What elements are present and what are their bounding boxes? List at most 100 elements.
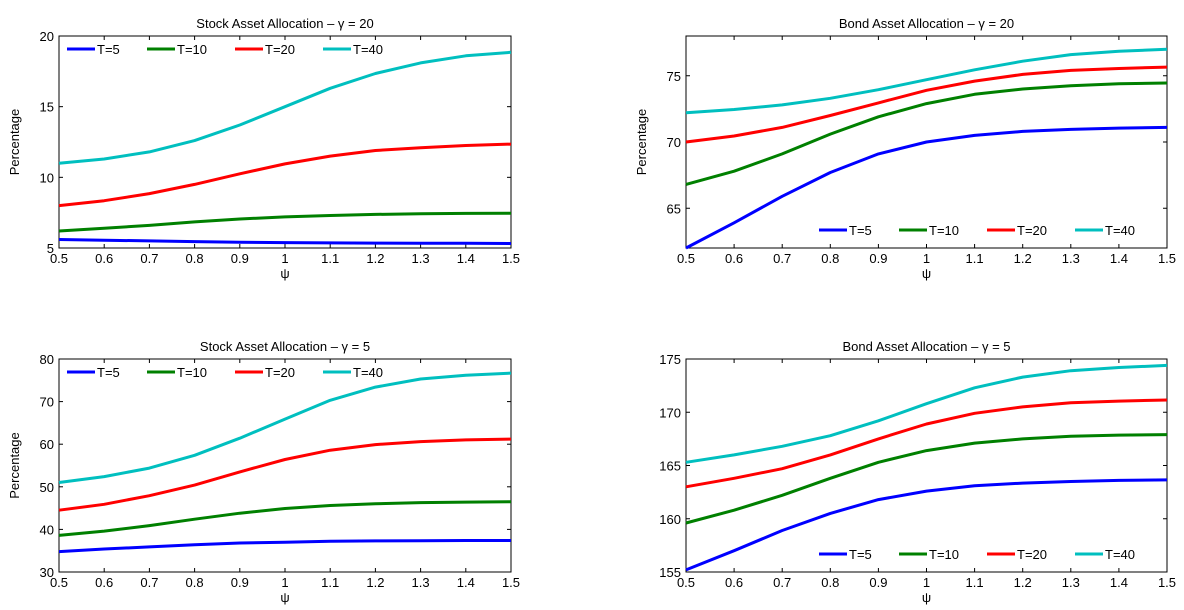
x-tick-label: 0.9 [869,251,887,266]
x-tick-label: 1.2 [1014,575,1032,590]
y-tick-label: 80 [40,352,54,367]
y-tick-label: 30 [40,565,54,580]
series-line-t5 [685,125,1168,250]
x-tick-label: 0.9 [869,575,887,590]
series-line-t40 [685,363,1168,464]
legend: T=5 T=10 T=20 T=40 [819,547,1135,562]
legend-label: T=10 [177,42,207,57]
y-tick-label: 70 [667,135,681,150]
legend-label: T=10 [177,365,207,380]
legend-label: T=40 [353,42,383,57]
legend-label: T=40 [1105,547,1135,562]
x-tick-label: 0.6 [95,575,113,590]
x-tick-label: 1.1 [966,575,984,590]
x-axis-label: ψ [280,266,289,281]
x-tick-label: 1 [923,575,930,590]
x-tick-label: 0.9 [231,251,249,266]
x-tick-label: 1 [281,575,288,590]
series-line-t5 [58,238,512,245]
x-tick-label: 1.1 [321,251,339,266]
chart-title: Stock Asset Allocation – γ = 20 [196,16,373,31]
y-tick-label: 5 [47,241,54,256]
y-axis-label: Percentage [7,432,22,499]
legend-label: T=10 [929,223,959,238]
legend-label: T=40 [1105,223,1135,238]
chart-panel-4: Bond Asset Allocation – γ = 5 0.5 0.6 0.7 0.… [659,339,1176,605]
y-axis-label: Percentage [634,109,649,176]
x-tick-label: 0.7 [140,575,158,590]
x-axis-label: ψ [922,590,931,605]
legend: T=5 T=10 T=20 T=40 [819,223,1135,238]
x-tick-label: 1.4 [457,575,475,590]
series-line-t10 [685,433,1168,525]
x-tick-label: 1.5 [502,575,520,590]
legend-label: T=5 [849,547,872,562]
series-line-t20 [685,65,1168,144]
y-tick-label: 40 [40,522,54,537]
x-tick-label: 0.6 [725,575,743,590]
x-tick-label: 0.9 [231,575,249,590]
legend-label: T=20 [1017,223,1047,238]
x-tick-label: 0.8 [821,575,839,590]
chart-title: Stock Asset Allocation – γ = 5 [200,339,370,354]
series-line-t5 [685,478,1168,572]
series-line-t20 [58,437,512,512]
legend: T=5 T=10 T=20 T=40 [67,365,383,380]
x-tick-label: 1.5 [502,251,520,266]
legend-label: T=5 [97,365,120,380]
x-tick-label: 0.8 [186,575,204,590]
y-tick-label: 15 [40,100,54,115]
x-tick-label: 0.8 [821,251,839,266]
x-tick-label: 0.8 [186,251,204,266]
y-tick-label: 20 [40,29,54,44]
x-tick-label: 0.5 [50,251,68,266]
x-tick-label: 0.6 [725,251,743,266]
x-tick-label: 1 [281,251,288,266]
y-tick-label: 155 [659,565,681,580]
x-tick-label: 1.3 [1062,251,1080,266]
y-tick-label: 65 [667,201,681,216]
x-tick-label: 0.5 [677,251,695,266]
x-tick-label: 1.5 [1158,575,1176,590]
chart-panel-1: Stock Asset Allocation – γ = 20 0.5 0.6 0.7… [7,16,520,281]
legend: T=5 T=10 T=20 T=40 [67,42,383,57]
x-tick-label: 1.1 [966,251,984,266]
chart-panel-3: Stock Asset Allocation – γ = 5 0.5 0.6 0.7 0… [7,339,520,605]
x-tick-label: 1.2 [366,575,384,590]
x-tick-label: 1.3 [1062,575,1080,590]
x-tick-label: 1.2 [366,251,384,266]
chart-title: Bond Asset Allocation – γ = 20 [839,16,1014,31]
y-tick-label: 60 [40,437,54,452]
x-axis-label: ψ [280,590,289,605]
y-tick-label: 175 [659,352,681,367]
y-tick-label: 50 [40,480,54,495]
legend-label: T=5 [849,223,872,238]
x-tick-label: 0.5 [677,575,695,590]
y-tick-label: 75 [667,69,681,84]
legend-label: T=20 [1017,547,1047,562]
legend-label: T=10 [929,547,959,562]
series-line-t40 [58,371,512,484]
series-line-t10 [685,81,1168,186]
legend-label: T=20 [265,365,295,380]
series-line-t40 [685,47,1168,115]
x-tick-label: 0.7 [773,575,791,590]
series-line-t40 [58,50,512,165]
y-tick-label: 160 [659,512,681,527]
series-line-t5 [58,539,511,554]
x-tick-label: 1.5 [1158,251,1176,266]
x-tick-label: 1.3 [412,575,430,590]
x-tick-label: 1.4 [457,251,475,266]
x-tick-label: 0.7 [140,251,158,266]
x-tick-label: 1.4 [1110,575,1128,590]
chart-panel-2: Bond Asset Allocation – γ = 20 0.5 0.6 0.7 0… [634,16,1176,281]
y-tick-label: 70 [40,395,54,410]
x-tick-label: 1.1 [321,575,339,590]
y-axis-label: Percentage [7,109,22,176]
legend-label: T=5 [97,42,120,57]
x-tick-label: 1.4 [1110,251,1128,266]
legend-label: T=40 [353,365,383,380]
y-tick-label: 165 [659,459,681,474]
y-tick-label: 170 [659,405,681,420]
